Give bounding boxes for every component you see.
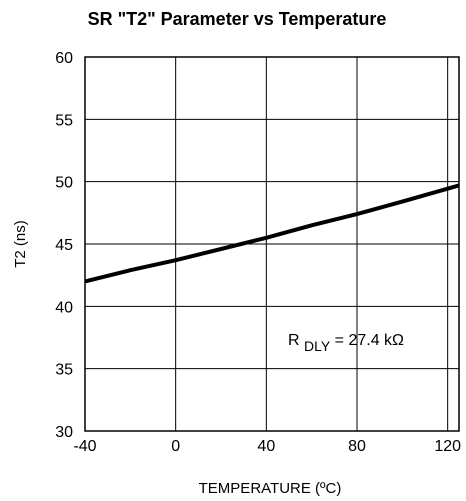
y-tick-label: 40	[55, 299, 73, 316]
plot-border	[84, 56, 460, 432]
series-line	[84, 183, 460, 284]
chart-title: SR "T2" Parameter vs Temperature	[88, 9, 387, 29]
grid-lines	[85, 57, 459, 431]
x-tick-labels: -40 0 40 80 120	[73, 438, 461, 455]
series-lines	[84, 183, 460, 284]
x-tick-label: 40	[257, 438, 275, 455]
annotation-subscript: DLY	[304, 338, 331, 354]
annotation-rest: = 27.4 kΩ	[335, 332, 404, 349]
y-tick-label: 55	[55, 112, 73, 129]
y-axis-label: T2 (ns)	[12, 220, 29, 268]
x-tick-label: 120	[434, 438, 461, 455]
y-tick-label: 50	[55, 175, 73, 192]
x-tick-label: -40	[73, 438, 96, 455]
y-tick-label: 45	[55, 237, 73, 254]
x-axis-label: TEMPERATURE (ºC)	[199, 480, 342, 497]
x-tick-label: 80	[348, 438, 366, 455]
annotation-label: R DLY = 27.4 kΩ	[288, 332, 404, 355]
annotation-main: R	[288, 332, 300, 349]
y-tick-labels: 30 35 40 45 50 55 60	[55, 50, 73, 441]
y-tick-label: 30	[55, 424, 73, 441]
plot-frame	[84, 56, 460, 432]
y-tick-label: 60	[55, 50, 73, 67]
x-tick-label: 0	[171, 438, 180, 455]
y-tick-label: 35	[55, 362, 73, 379]
